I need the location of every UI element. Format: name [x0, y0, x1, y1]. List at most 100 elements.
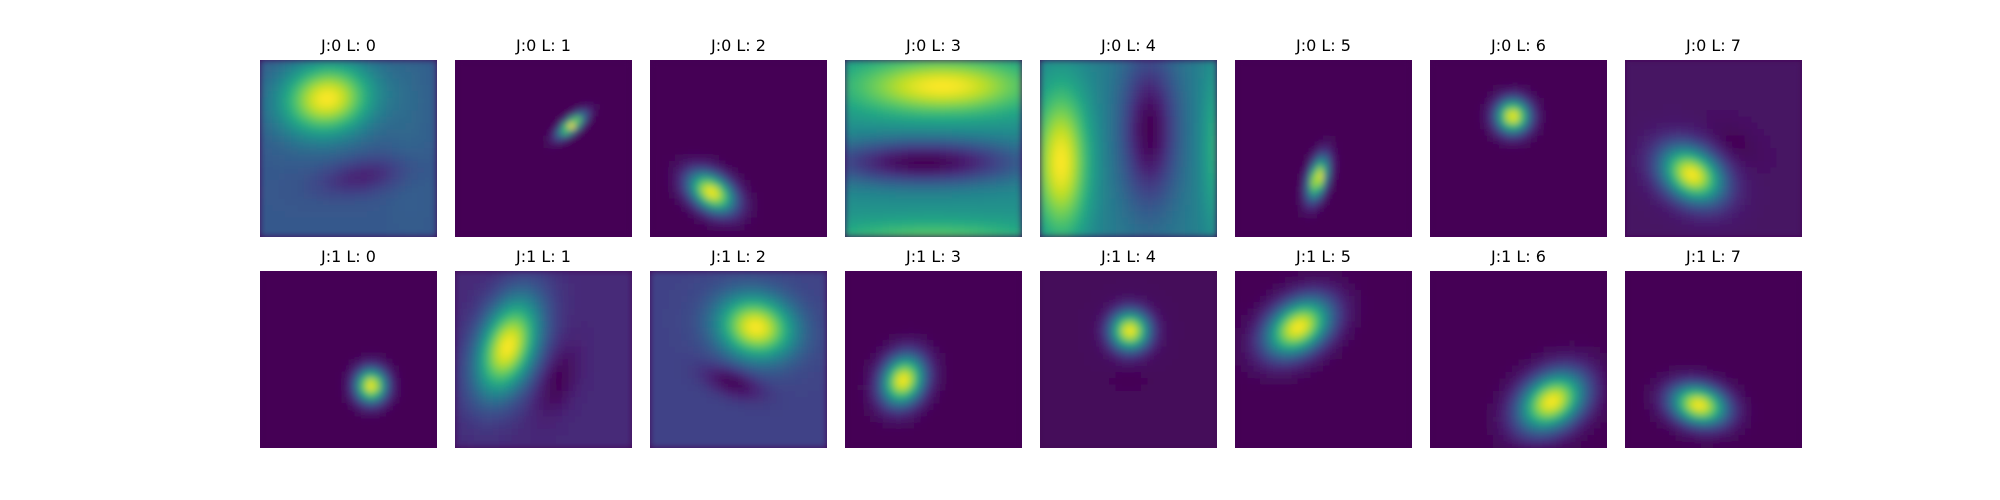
heatmap-cell [1575, 66, 1583, 73]
heatmap-cell [939, 135, 947, 143]
heatmap-cell [706, 217, 714, 225]
heatmap-cell [1083, 103, 1091, 111]
heatmap-cell [1147, 91, 1155, 99]
heatmap-cell [272, 91, 280, 99]
heatmap-cell [990, 60, 998, 67]
heatmap-cell [492, 72, 500, 80]
heatmap-cell [284, 224, 292, 231]
heatmap-cell [612, 148, 620, 156]
heatmap-cell [750, 129, 758, 137]
heatmap-cell [530, 198, 538, 206]
heatmap-cell [1166, 198, 1174, 206]
heatmap-cell [1361, 72, 1369, 80]
heatmap-cell [1204, 122, 1211, 130]
heatmap-cell [536, 110, 544, 118]
heatmap-cell [367, 186, 375, 194]
heatmap-cell [725, 97, 733, 105]
heatmap-cell [266, 198, 273, 206]
heatmap-cell [1367, 192, 1375, 200]
heatmap-cell [1197, 230, 1205, 237]
heatmap-cell [1052, 160, 1060, 168]
heatmap-cell [1297, 78, 1305, 86]
heatmap-cell [511, 110, 519, 118]
heatmap-cell [845, 160, 852, 168]
heatmap-cell [996, 230, 1004, 237]
heatmap-cell [1128, 72, 1136, 80]
heatmap-cell [1511, 103, 1519, 111]
heatmap-cell [656, 173, 663, 181]
heatmap-cell [1259, 78, 1267, 86]
heatmap-cell [725, 129, 733, 137]
heatmap-cell [952, 110, 960, 118]
heatmap-cell [1278, 148, 1286, 156]
heatmap-cell [1304, 167, 1312, 175]
heatmap-cell [297, 60, 305, 67]
heatmap-cell [316, 186, 324, 194]
heatmap-cell [568, 179, 576, 187]
heatmap-cell [1204, 135, 1211, 143]
heatmap-cell [1140, 129, 1148, 137]
heatmap-cell [888, 97, 896, 105]
heatmap-cell [958, 154, 966, 162]
heatmap-cell [1247, 78, 1255, 86]
heatmap-cell [687, 122, 695, 130]
heatmap-cell [851, 110, 858, 118]
heatmap-cell [650, 129, 657, 137]
heatmap-cell [1367, 205, 1375, 213]
heatmap-cell [1046, 148, 1053, 156]
heatmap-cell [1367, 141, 1375, 149]
heatmap-cell [1461, 103, 1469, 111]
heatmap-cell [536, 60, 544, 67]
heatmap-cell [562, 230, 570, 237]
heatmap-cell [1077, 179, 1085, 187]
heatmap-cell [284, 91, 292, 99]
heatmap-cell [405, 91, 413, 99]
heatmap-cell [1259, 91, 1267, 99]
heatmap-cell [1102, 78, 1110, 86]
heatmap-cell [750, 154, 758, 162]
heatmap-cell [1115, 103, 1123, 111]
heatmap-cell [1310, 217, 1318, 225]
heatmap-cell [505, 110, 513, 118]
heatmap-cell [417, 129, 425, 137]
heatmap-cell [662, 154, 670, 162]
heatmap-cell [706, 224, 714, 231]
heatmap-cell [1134, 84, 1142, 92]
heatmap-cell [1140, 211, 1148, 219]
heatmap-cell [587, 97, 595, 105]
heatmap-cell [492, 84, 500, 92]
heatmap-cell [769, 103, 777, 111]
heatmap-cell [901, 60, 909, 67]
heatmap-cell [1115, 211, 1123, 219]
heatmap-cell [379, 122, 387, 130]
heatmap-cell [863, 179, 871, 187]
heatmap-cell [857, 72, 865, 80]
heatmap-cell [562, 205, 570, 213]
heatmap-cell [260, 198, 267, 206]
heatmap-cell [725, 110, 733, 118]
heatmap-cell [1430, 72, 1437, 80]
heatmap-cell [536, 97, 544, 105]
heatmap-cell [857, 141, 865, 149]
heatmap-cell [1405, 160, 1412, 168]
heatmap-cell [788, 103, 796, 111]
heatmap-cell [996, 72, 1004, 80]
heatmap-cell [907, 230, 915, 237]
heatmap-cell [1511, 97, 1519, 105]
heatmap-cell [1185, 179, 1193, 187]
heatmap-cell [882, 135, 890, 143]
heatmap-cell [530, 103, 538, 111]
heatmap-cell [706, 116, 714, 124]
heatmap-cell [983, 78, 991, 86]
heatmap-cell [1153, 217, 1161, 225]
heatmap-cell [260, 122, 267, 130]
heatmap-cell [316, 167, 324, 175]
heatmap-cell [939, 154, 947, 162]
heatmap-cell [303, 135, 311, 143]
heatmap-cell [795, 217, 803, 225]
heatmap-cell [845, 84, 852, 92]
heatmap-cell [581, 129, 589, 137]
heatmap-cell [926, 160, 934, 168]
heatmap-cell [1272, 66, 1280, 73]
heatmap-cell [977, 167, 985, 175]
